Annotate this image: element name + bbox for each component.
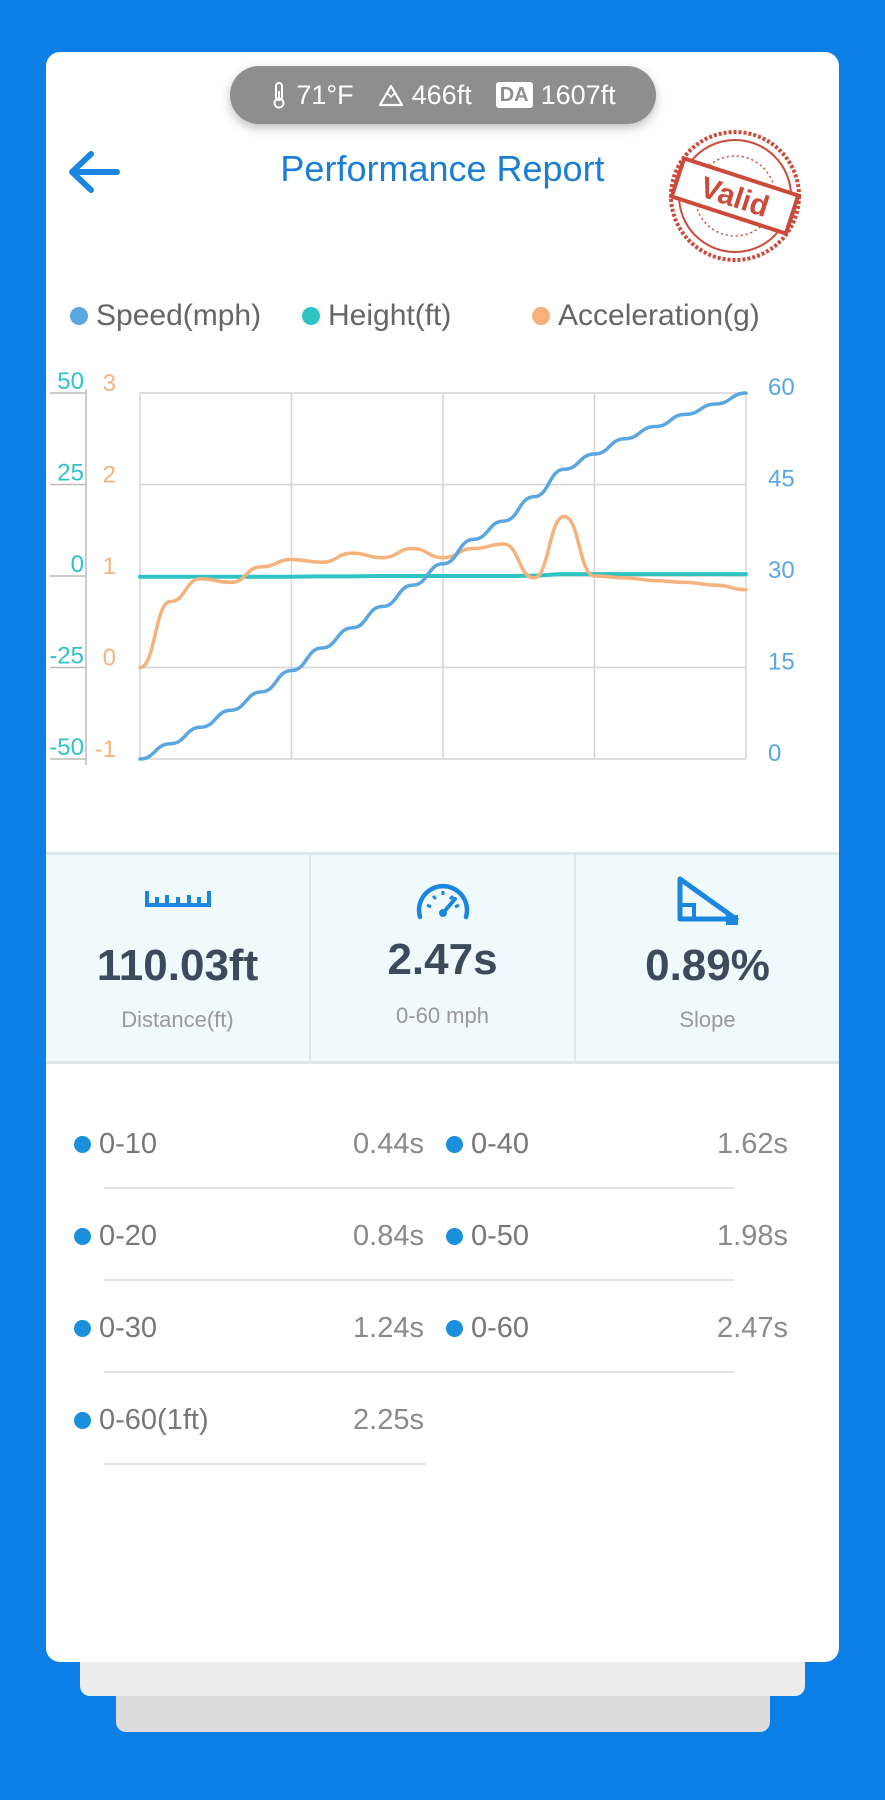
split-value: 1.62s (717, 1128, 788, 1160)
bullet-icon (74, 1411, 91, 1429)
tick-label-height: 25 (57, 460, 84, 487)
tick-label-height: 0 (71, 551, 84, 578)
split-label: 0-40 (471, 1127, 530, 1160)
legend-dot-acceleration (532, 307, 550, 325)
temperature-value: 71°F (296, 79, 354, 110)
page-title: Performance Report (280, 148, 605, 189)
split-label: 0-20 (99, 1219, 158, 1252)
tick-label-speed: 15 (768, 649, 795, 676)
split-label: 0-60(1ft) (99, 1403, 209, 1436)
split-divider (104, 1279, 734, 1281)
split-divider (104, 1463, 426, 1465)
legend-label-height: Height(ft) (328, 299, 452, 332)
split-value: 1.24s (353, 1312, 424, 1344)
thermometer-icon (273, 82, 285, 109)
valid-stamp: Valid (669, 130, 801, 262)
stat-slope-value: 0.89% (645, 941, 770, 990)
legend-height: Height(ft) (302, 299, 532, 333)
split-item: 0-20 0.84s (74, 1182, 424, 1274)
split-item: 0-60(1ft) 2.25s (74, 1366, 424, 1458)
legend-speed: Speed(mph) (70, 299, 302, 333)
stat-distance: 110.03ft Distance(ft) (46, 855, 309, 1061)
altitude-item: 466ft (378, 80, 472, 111)
stats-panel: 110.03ft Distance(ft) 2.47s 0-60 mph 0.8… (46, 852, 839, 1064)
stat-distance-label: Distance(ft) (121, 1007, 234, 1032)
density-altitude-value: 1607ft (540, 79, 616, 110)
split-label: 0-10 (99, 1127, 158, 1160)
back-button[interactable] (60, 142, 126, 202)
tick-label-acceleration: 3 (103, 370, 116, 397)
bullet-icon (446, 1227, 463, 1245)
bullet-icon (74, 1135, 91, 1153)
altitude-value: 466ft (411, 79, 472, 110)
legend-label-speed: Speed(mph) (96, 299, 262, 332)
series-line-speed (138, 391, 748, 761)
tick-label-speed: 0 (768, 740, 781, 767)
split-item: 0-50 1.98s (446, 1182, 788, 1274)
bullet-icon (74, 1227, 91, 1245)
tick-label-acceleration: 1 (103, 553, 116, 580)
environment-pill: 71°F 466ft DA 1607ft (230, 66, 656, 124)
split-value: 1.98s (717, 1220, 788, 1252)
split-value: 2.25s (353, 1404, 424, 1436)
split-label: 0-50 (471, 1219, 530, 1252)
tick-label-acceleration: -1 (95, 736, 116, 763)
speedometer-icon (416, 883, 469, 920)
stat-slope-label: Slope (679, 1007, 736, 1032)
stat-zero-to-sixty-value: 2.47s (387, 935, 498, 984)
split-item: 0-60 2.47s (446, 1274, 788, 1366)
split-divider (104, 1187, 734, 1189)
stat-slope: 0.89% Slope (574, 855, 839, 1061)
bullet-icon (446, 1319, 463, 1337)
tick-label-acceleration: 0 (103, 645, 116, 672)
stat-distance-value: 110.03ft (96, 941, 259, 990)
split-label: 0-60 (471, 1311, 530, 1344)
chart-legend: Speed(mph) Height(ft) Acceleration(g) (70, 296, 810, 336)
density-altitude-item: DA 1607ft (495, 79, 616, 111)
mountain-icon (378, 84, 403, 107)
tick-label-acceleration: 2 (103, 462, 116, 489)
split-item: 0-40 1.62s (446, 1090, 788, 1182)
temperature-item: 71°F (270, 79, 354, 111)
legend-dot-height (302, 307, 320, 325)
tick-label-speed: 30 (768, 557, 795, 584)
ruler-icon (144, 891, 211, 907)
tick-label-speed: 60 (768, 374, 795, 401)
tick-label-height: -25 (49, 643, 84, 670)
stat-zero-to-sixty: 2.47s 0-60 mph (309, 855, 574, 1061)
legend-label-acceleration: Acceleration(g) (558, 299, 760, 332)
legend-dot-speed (70, 307, 88, 325)
stat-zero-to-sixty-label: 0-60 mph (396, 1003, 489, 1028)
split-value: 0.84s (353, 1220, 424, 1252)
bullet-icon (74, 1319, 91, 1337)
bullet-icon (446, 1135, 463, 1153)
series-line-height (138, 572, 748, 579)
tick-label-height: -50 (49, 734, 84, 761)
split-value: 0.44s (353, 1128, 424, 1160)
arrow-left-icon (69, 151, 120, 193)
split-item: 0-10 0.44s (74, 1090, 424, 1182)
tick-label-height: 50 (57, 368, 84, 395)
legend-acceleration: Acceleration(g) (532, 299, 760, 333)
da-badge: DA (495, 82, 533, 108)
split-value: 2.47s (717, 1312, 788, 1344)
split-label: 0-30 (99, 1311, 158, 1344)
series-line-acceleration (138, 514, 748, 670)
split-item: 0-30 1.24s (74, 1274, 424, 1366)
tick-label-speed: 45 (768, 466, 795, 493)
slope-icon (677, 876, 738, 925)
split-divider (104, 1371, 734, 1373)
